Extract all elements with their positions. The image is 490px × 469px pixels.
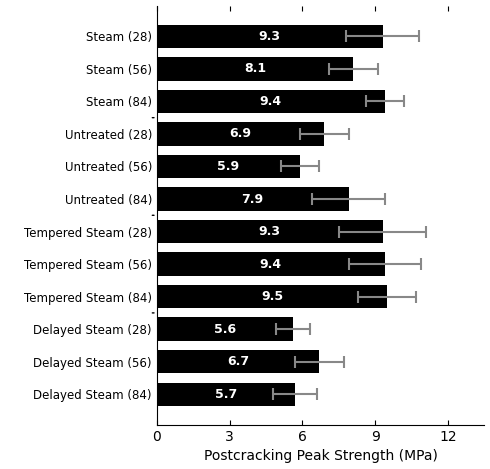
Text: 5.7: 5.7 bbox=[215, 388, 237, 401]
Bar bbox=[157, 57, 353, 81]
Bar bbox=[157, 122, 324, 146]
Bar bbox=[157, 285, 388, 308]
Text: 9.4: 9.4 bbox=[260, 95, 282, 108]
Text: 9.3: 9.3 bbox=[259, 30, 281, 43]
Text: 5.6: 5.6 bbox=[214, 323, 236, 336]
Text: 9.3: 9.3 bbox=[259, 225, 281, 238]
Bar bbox=[157, 187, 348, 211]
Bar bbox=[157, 24, 383, 48]
Text: 5.9: 5.9 bbox=[218, 160, 240, 173]
Bar bbox=[157, 318, 293, 341]
Bar bbox=[157, 90, 385, 113]
Text: 6.7: 6.7 bbox=[227, 355, 249, 368]
Text: 9.5: 9.5 bbox=[261, 290, 283, 303]
Bar bbox=[157, 350, 319, 373]
Text: 6.9: 6.9 bbox=[229, 128, 251, 140]
Bar bbox=[157, 383, 295, 406]
X-axis label: Postcracking Peak Strength (MPa): Postcracking Peak Strength (MPa) bbox=[204, 449, 438, 463]
Text: 8.1: 8.1 bbox=[244, 62, 266, 76]
Text: 7.9: 7.9 bbox=[242, 192, 264, 205]
Text: 9.4: 9.4 bbox=[260, 257, 282, 271]
Bar bbox=[157, 220, 383, 243]
Bar bbox=[157, 252, 385, 276]
Bar bbox=[157, 155, 300, 178]
